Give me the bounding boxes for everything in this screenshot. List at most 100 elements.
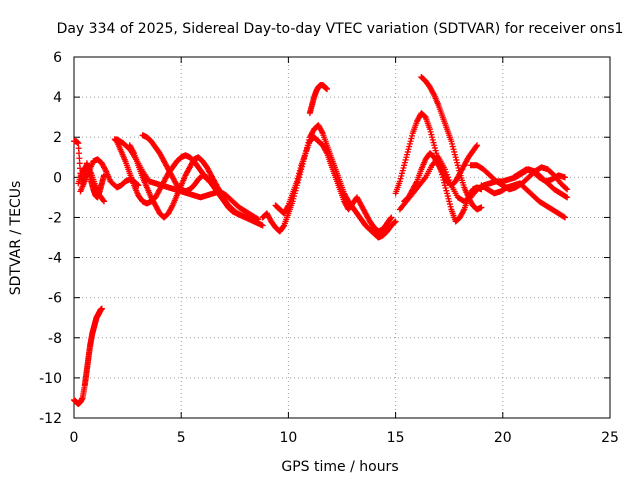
data-point xyxy=(296,167,303,174)
series-track-q xyxy=(510,166,568,185)
data-point xyxy=(318,128,325,135)
series-track-b xyxy=(77,156,142,195)
y-tick-label: -10 xyxy=(39,371,62,387)
data-point xyxy=(564,186,571,193)
x-tick-label: 15 xyxy=(387,430,405,446)
data-point xyxy=(454,159,461,166)
data-point xyxy=(102,166,109,173)
data-point xyxy=(421,175,428,182)
data-point xyxy=(404,148,411,155)
data-point xyxy=(396,178,403,185)
data-point xyxy=(429,134,436,141)
data-point xyxy=(473,143,480,150)
y-tick-label: 0 xyxy=(53,170,62,186)
data-point xyxy=(445,174,452,181)
data-point xyxy=(561,214,568,221)
data-point xyxy=(400,164,407,171)
data-point xyxy=(404,151,411,158)
data-point xyxy=(450,146,457,153)
data-point xyxy=(254,215,261,222)
data-point xyxy=(392,218,399,225)
data-point xyxy=(447,203,454,210)
plot-frame xyxy=(73,56,611,419)
data-point xyxy=(75,140,82,147)
data-point xyxy=(449,143,456,150)
data-point xyxy=(403,154,410,161)
series-track-j xyxy=(306,82,330,117)
x-tick-label: 0 xyxy=(70,430,79,446)
data-point xyxy=(296,170,303,177)
data-point xyxy=(284,203,291,210)
data-point xyxy=(561,174,568,181)
data-point xyxy=(563,193,570,200)
data-point xyxy=(401,162,408,169)
data-point xyxy=(449,140,456,147)
data-point xyxy=(242,214,249,221)
data-point xyxy=(446,177,453,184)
data-point xyxy=(323,86,330,93)
data-point xyxy=(387,215,394,222)
data-point xyxy=(430,90,437,97)
data-point xyxy=(100,197,107,204)
y-tick-label: -4 xyxy=(48,251,62,267)
data-point xyxy=(397,175,404,182)
data-point xyxy=(563,185,570,192)
data-point xyxy=(407,138,414,145)
x-tick-label: 10 xyxy=(279,430,297,446)
data-point xyxy=(478,204,485,211)
series-track-g xyxy=(113,136,262,223)
data-point xyxy=(454,162,461,169)
data-point xyxy=(430,139,437,146)
data-point xyxy=(431,144,438,151)
data-point xyxy=(406,140,413,147)
data-point xyxy=(76,160,83,167)
y-tick-label: -2 xyxy=(48,210,62,226)
data-point xyxy=(442,185,449,192)
data-point xyxy=(280,223,287,230)
series-track-o xyxy=(467,162,571,193)
data-point xyxy=(442,168,449,175)
data-point xyxy=(446,201,453,208)
data-point xyxy=(406,143,413,150)
data-point xyxy=(297,164,304,171)
y-axis-label: SDTVAR / TECUs xyxy=(8,181,24,296)
x-axis-label: GPS time / hours xyxy=(281,459,398,475)
data-point xyxy=(259,222,266,229)
data-point xyxy=(408,135,415,142)
data-point xyxy=(255,216,262,223)
data-point xyxy=(409,132,416,139)
data-point xyxy=(413,179,420,186)
data-point xyxy=(76,155,83,162)
data-point xyxy=(429,136,436,143)
data-point xyxy=(453,156,460,163)
y-tick-label: -12 xyxy=(39,411,62,427)
x-tick-label: 25 xyxy=(601,430,619,446)
data-point xyxy=(399,167,406,174)
data-point xyxy=(295,172,302,179)
data-point xyxy=(460,207,467,214)
data-point xyxy=(433,150,440,157)
series-track-i xyxy=(272,134,395,235)
grid-layer xyxy=(74,57,610,418)
data-point xyxy=(101,198,108,205)
series-track-p xyxy=(478,180,568,221)
data-point xyxy=(426,126,433,133)
data-point xyxy=(98,305,105,312)
data-point xyxy=(444,171,451,178)
data-point xyxy=(76,150,83,157)
data-point xyxy=(87,168,94,175)
data-point xyxy=(431,142,438,149)
series-track-c xyxy=(75,162,108,205)
y-tick-label: 2 xyxy=(53,130,62,146)
data-point xyxy=(398,172,405,179)
data-point xyxy=(445,195,452,202)
data-point xyxy=(432,147,439,154)
data-point xyxy=(443,187,450,194)
y-tick-label: -6 xyxy=(48,291,62,307)
x-tick-label: 20 xyxy=(494,430,512,446)
data-point xyxy=(441,182,448,189)
data-point xyxy=(451,151,458,158)
data-point xyxy=(323,148,330,155)
y-tick-label: 4 xyxy=(53,90,62,106)
